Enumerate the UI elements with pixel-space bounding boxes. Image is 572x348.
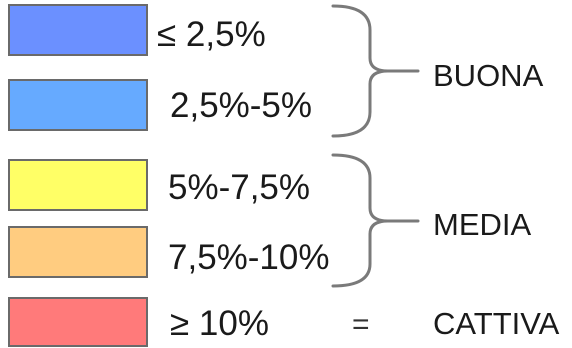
quality-label-buona: BUONA [433, 58, 544, 93]
brace-buona [331, 4, 420, 138]
swatch-medium [8, 159, 148, 211]
range-label-medium: 5%-7,5% [168, 168, 311, 207]
swatch-high [8, 297, 148, 347]
swatch-medium-high [8, 226, 148, 278]
quality-label-cattiva: CATTIVA [433, 306, 560, 341]
range-label-very-low: ≤ 2,5% [157, 15, 266, 54]
brace-media [331, 153, 420, 288]
equals-sign: = [352, 308, 370, 341]
range-label-medium-high: 7,5%-10% [168, 238, 330, 277]
swatch-low [8, 79, 148, 131]
swatch-very-low [8, 4, 148, 56]
quality-label-media: MEDIA [433, 207, 532, 242]
range-label-high: ≥ 10% [170, 304, 269, 343]
range-label-low: 2,5%-5% [170, 86, 313, 125]
